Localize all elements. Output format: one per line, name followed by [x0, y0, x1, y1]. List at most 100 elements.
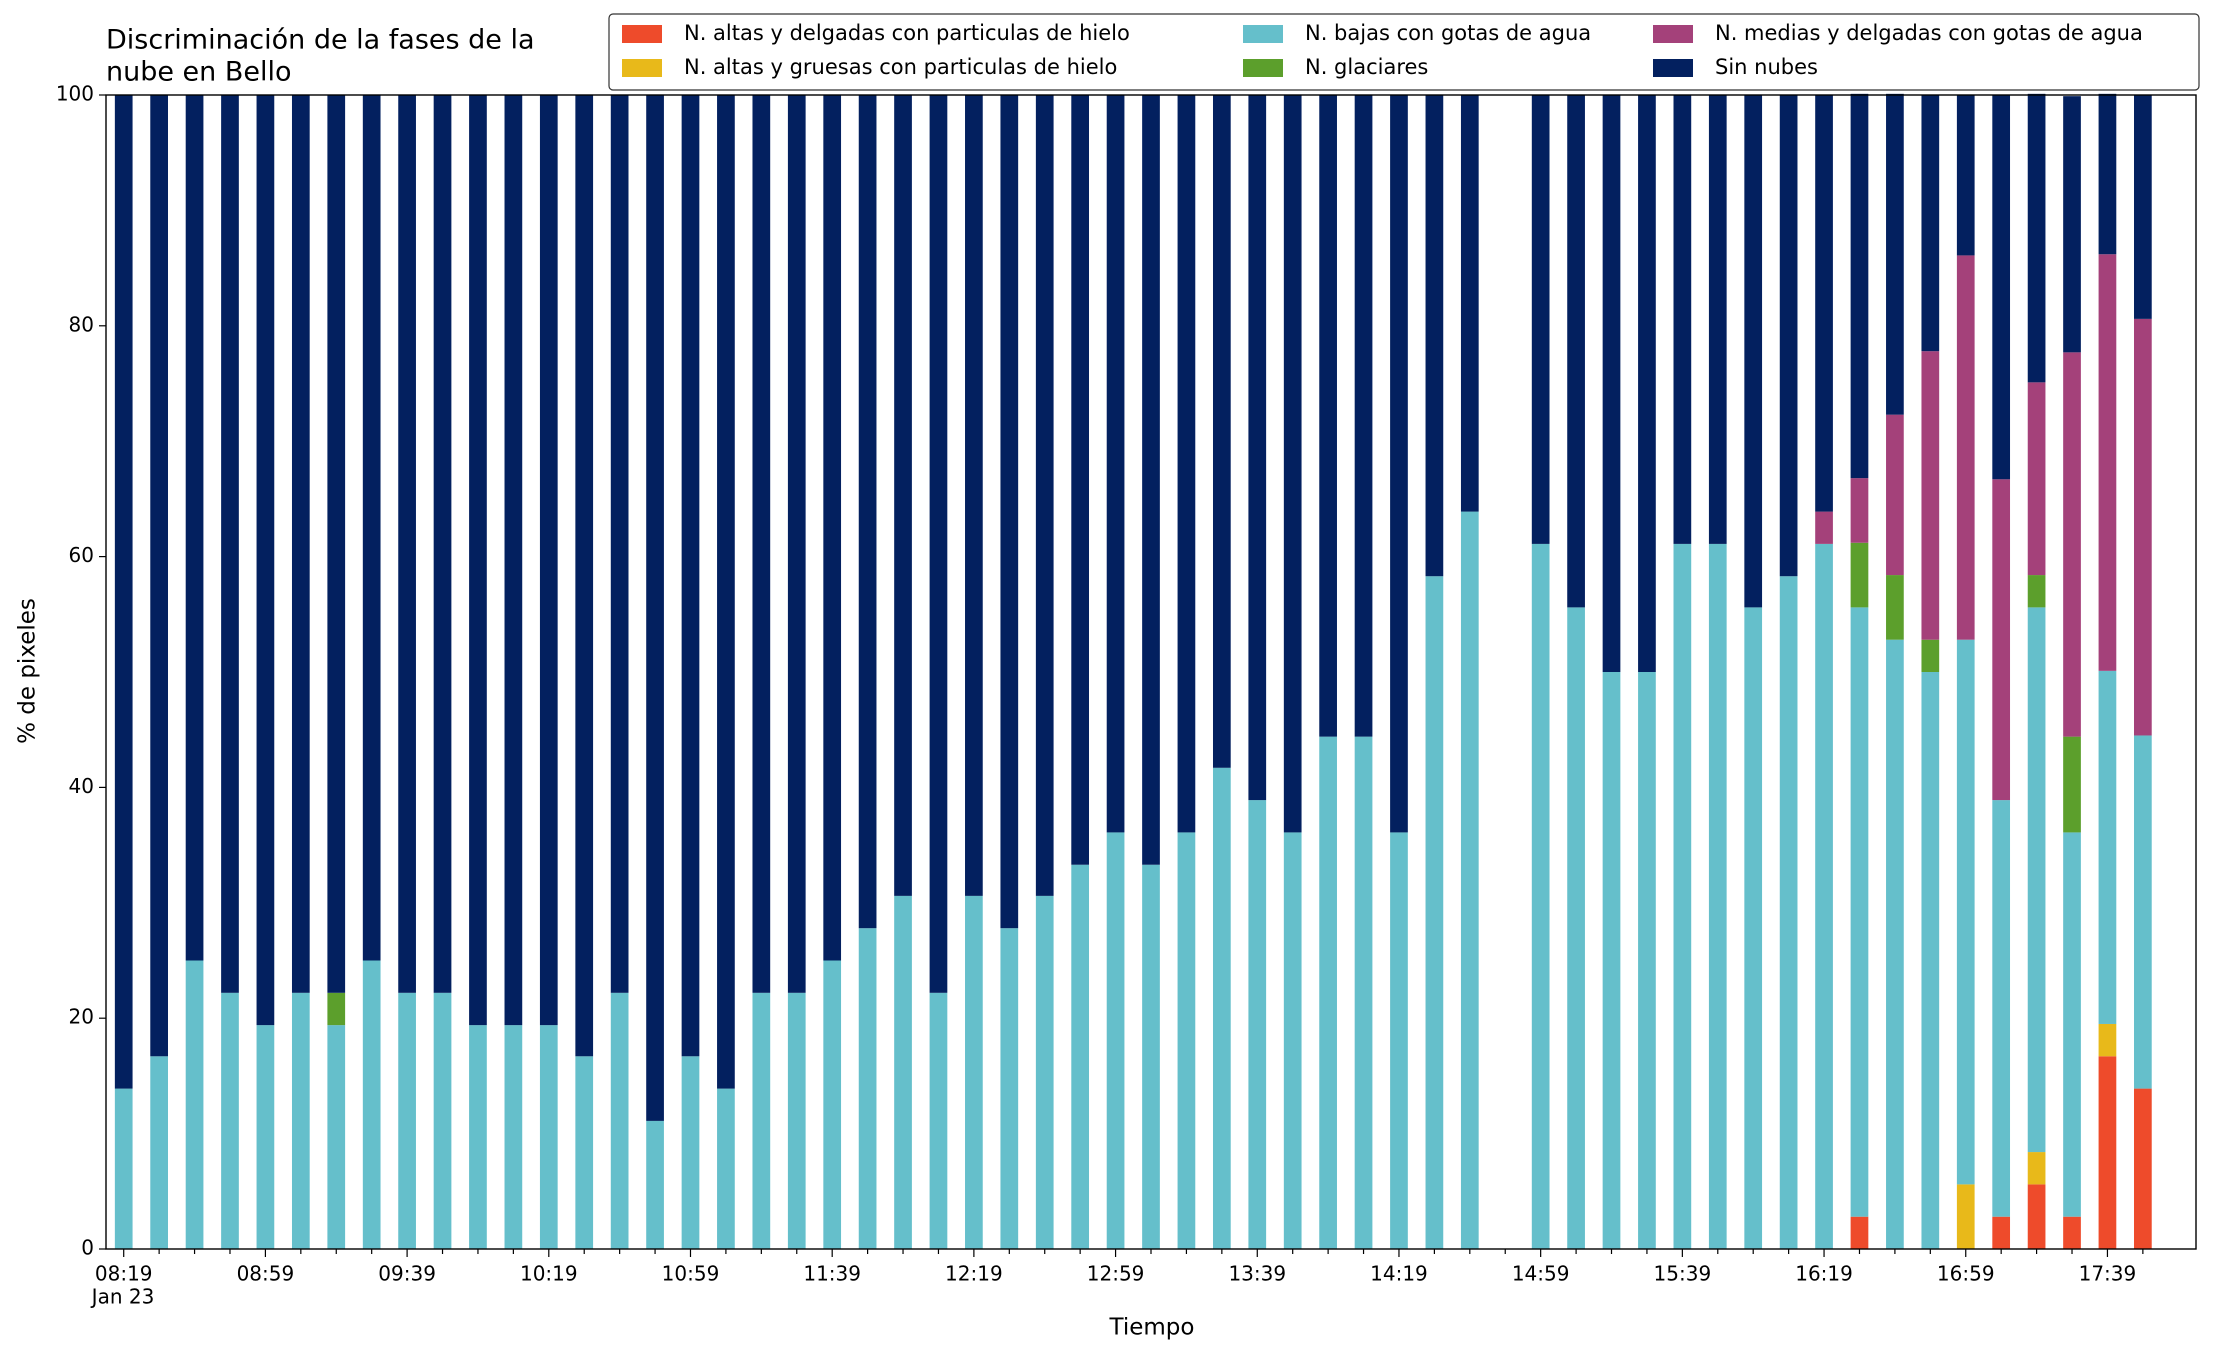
- bar-segment: [256, 1025, 275, 1249]
- bar-segment: [1886, 414, 1904, 576]
- bar-segment: [1567, 607, 1585, 1249]
- bar-segment: [1850, 93, 1869, 479]
- x-tick-label: 15:39: [1654, 1262, 1712, 1286]
- bar-segment: [1177, 832, 1196, 1249]
- bar-segment: [1673, 95, 1692, 544]
- bar-segment: [1248, 95, 1267, 801]
- bar-segment: [610, 95, 629, 993]
- bar-segment: [504, 95, 523, 1026]
- bar-segment: [894, 895, 912, 1249]
- bar-segment: [1744, 95, 1763, 608]
- bar-segment: [1425, 576, 1444, 1249]
- bar-segment: [327, 992, 346, 1026]
- bar-segment: [2134, 95, 2152, 319]
- legend-swatch: [1653, 59, 1693, 77]
- bar-segment: [1567, 95, 1585, 608]
- bar-segment: [2027, 575, 2046, 608]
- bar-segment: [752, 95, 771, 993]
- bar-segment: [1000, 95, 1019, 929]
- legend-label: N. bajas con gotas de agua: [1305, 21, 1591, 45]
- y-tick-label: 20: [69, 1005, 94, 1029]
- bar-segment: [362, 960, 381, 1249]
- bar-segment: [291, 95, 310, 993]
- bar-segment: [1921, 639, 1940, 672]
- bar-segment: [717, 1088, 735, 1249]
- bar-segment: [221, 95, 239, 993]
- bar-segment: [1035, 895, 1054, 1249]
- bar-segment: [858, 95, 877, 929]
- bar-segment: [965, 895, 983, 1249]
- legend-label: N. altas y gruesas con particulas de hie…: [684, 55, 1117, 79]
- legend-swatch: [622, 59, 662, 77]
- bar-segment: [150, 95, 168, 1057]
- bar-segment: [575, 95, 594, 1057]
- legend-label: Sin nubes: [1715, 55, 1818, 79]
- x-tick-label: 11:39: [803, 1262, 861, 1286]
- bar-segment: [327, 1025, 346, 1249]
- bar-segment: [1212, 767, 1231, 1249]
- bar-segment: [469, 95, 487, 1026]
- bar-segment: [150, 1056, 168, 1249]
- bar-segment: [1106, 95, 1125, 833]
- legend-swatch: [1243, 59, 1283, 77]
- bar-segment: [1850, 478, 1869, 543]
- legend-swatch: [1243, 25, 1283, 43]
- bar-segment: [1850, 542, 1869, 608]
- bar-segment: [2098, 670, 2117, 1024]
- bar-segment: [646, 1120, 664, 1249]
- bar-segment: [823, 960, 842, 1249]
- y-axis-label: % de pixeles: [15, 598, 41, 744]
- x-tick-label: 08:59: [237, 1262, 295, 1286]
- x-tick-label: 12:59: [1087, 1262, 1145, 1286]
- x-tick-label: 10:59: [662, 1262, 720, 1286]
- bar-segment: [1177, 95, 1196, 833]
- bar-segment: [1071, 95, 1090, 865]
- y-tick-label: 100: [56, 82, 94, 106]
- bar-segment: [1708, 543, 1727, 1249]
- x-axis-label: Tiempo: [1109, 1315, 1195, 1341]
- bar-segment: [1992, 95, 2011, 480]
- bar-segment: [858, 928, 877, 1249]
- bar-segment: [1992, 479, 2011, 801]
- bar-segment: [681, 1056, 700, 1249]
- bar-segment: [1886, 639, 1904, 1249]
- bar-segment: [2027, 1184, 2046, 1249]
- bar-segment: [398, 95, 416, 993]
- bar-segment: [2027, 1152, 2046, 1185]
- y-tick-label: 0: [81, 1236, 94, 1260]
- bar-segment: [1992, 800, 2011, 1217]
- bar-segment: [2027, 382, 2046, 576]
- bar-segment: [433, 992, 452, 1249]
- bar-segment: [1602, 95, 1621, 672]
- x-tick-label: 14:59: [1512, 1262, 1570, 1286]
- legend-label: N. medias y delgadas con gotas de agua: [1715, 21, 2143, 45]
- legend-label: N. glaciares: [1305, 55, 1428, 79]
- bar-segment: [1212, 95, 1231, 768]
- bar-segment: [1283, 832, 1302, 1249]
- bar-segment: [256, 95, 275, 1026]
- bar-segment: [646, 95, 664, 1121]
- bar-segment: [2098, 93, 2117, 255]
- bar-segment: [2063, 1216, 2081, 1249]
- axes-frame: [105, 94, 2197, 1250]
- bar-segment: [1071, 864, 1090, 1249]
- bar-segment: [1319, 95, 1337, 737]
- bar-segment: [717, 95, 735, 1089]
- bar-segment: [185, 960, 204, 1249]
- x-tick-label: 12:19: [945, 1262, 1003, 1286]
- bar-segment: [1283, 95, 1302, 833]
- x-tick-label: 14:19: [1370, 1262, 1428, 1286]
- bar-segment: [929, 992, 948, 1249]
- chart-title: Discriminación de la fases de la: [106, 25, 535, 56]
- legend-swatch: [1653, 25, 1693, 43]
- x-tick-label: 08:19: [95, 1262, 153, 1286]
- x-date-label: Jan 23: [90, 1285, 155, 1309]
- bar-segment: [114, 1088, 133, 1249]
- bar-segment: [2098, 1056, 2117, 1249]
- bar-segment: [1390, 95, 1408, 833]
- x-tick-label: 17:39: [2079, 1262, 2137, 1286]
- bar-segment: [1319, 736, 1337, 1249]
- bar-segment: [929, 95, 948, 993]
- bar-segment: [327, 95, 346, 993]
